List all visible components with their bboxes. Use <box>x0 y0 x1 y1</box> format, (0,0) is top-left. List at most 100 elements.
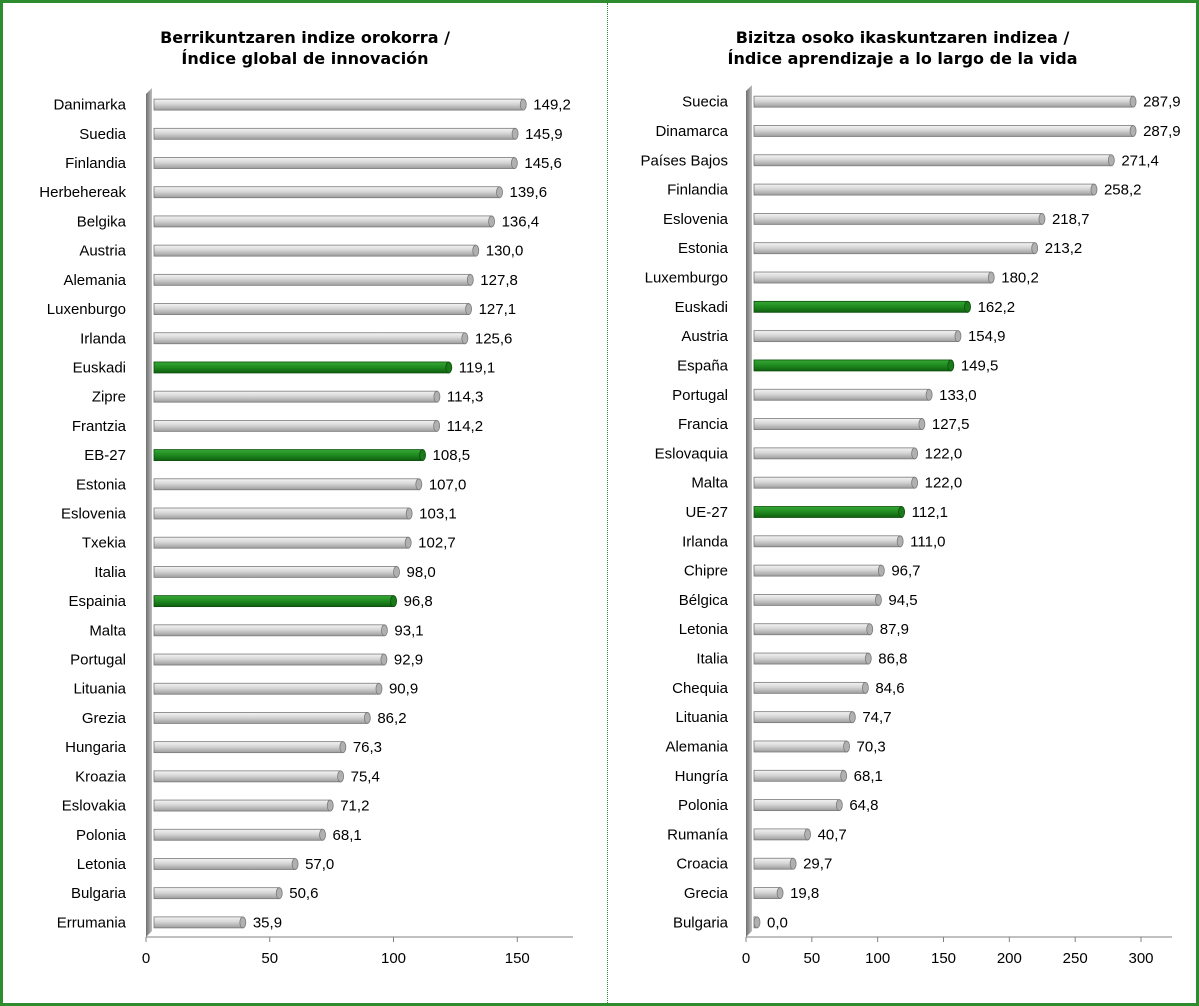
category-label: Suedia <box>79 126 126 143</box>
bar <box>753 535 901 548</box>
category-label: Italia <box>94 564 126 581</box>
category-label: Países Bajos <box>640 152 728 169</box>
bar-cap <box>911 447 919 460</box>
bar <box>753 740 847 753</box>
category-label: Eslovaquia <box>655 445 729 462</box>
value-label: 218,7 <box>1052 211 1090 228</box>
bar-cap <box>861 681 869 694</box>
value-label: 94,5 <box>888 592 917 609</box>
value-label: 213,2 <box>1045 240 1083 257</box>
category-label: Eslovenia <box>663 211 729 228</box>
chart-title-innovation-line1: Berrikuntzaren indize orokorra / <box>160 28 450 47</box>
bar-cap <box>319 828 326 841</box>
category-label: Euskadi <box>675 299 728 316</box>
value-label: 145,6 <box>524 155 562 172</box>
x-tick-label: 0 <box>142 950 150 967</box>
value-label: 258,2 <box>1104 182 1142 199</box>
category-label: Alemania <box>665 738 728 755</box>
category-label: Txekia <box>82 535 127 552</box>
bar <box>753 125 1134 137</box>
bar-cap <box>291 858 299 870</box>
category-label: Austria <box>79 243 126 260</box>
value-label: 271,4 <box>1121 152 1159 169</box>
x-tick-label: 100 <box>381 950 406 967</box>
bar-cap <box>875 594 882 606</box>
x-tick-label: 50 <box>803 950 820 967</box>
chart-title-innovation-line2: Índice global de innovación <box>181 49 429 68</box>
value-label: 75,4 <box>351 768 380 785</box>
bar-cap <box>510 157 518 169</box>
category-label: Eslovenia <box>61 506 127 523</box>
x-tick-label: 0 <box>742 950 750 967</box>
bar-cap <box>419 449 426 461</box>
value-label: 92,9 <box>394 652 423 669</box>
category-label: Hungaria <box>65 739 127 756</box>
value-label: 70,3 <box>857 738 886 755</box>
bar-cap <box>877 564 885 577</box>
value-label: 93,1 <box>394 622 423 639</box>
bar-cap <box>864 652 872 665</box>
bar <box>753 95 1134 108</box>
bar <box>753 594 879 606</box>
x-tick-label: 100 <box>865 950 890 967</box>
category-label: Chequia <box>672 680 729 697</box>
bar-cap <box>415 478 423 491</box>
category-label: Francia <box>678 416 729 433</box>
bar-cap <box>488 215 495 228</box>
bar <box>753 623 871 636</box>
category-label: Suecia <box>682 94 729 111</box>
value-label: 107,0 <box>429 476 467 493</box>
category-label: Lituania <box>73 681 126 698</box>
bar-cap <box>843 740 850 753</box>
value-label: 96,8 <box>404 593 433 610</box>
bar-cap <box>1129 125 1137 137</box>
category-label: Kroazia <box>75 768 127 785</box>
chart-title-lifelong-learning-line2: Índice aprendizaje a lo largo de la vida <box>727 49 1078 68</box>
bar <box>753 887 781 899</box>
bar-cap <box>866 623 874 636</box>
value-label: 86,2 <box>377 710 406 727</box>
category-label: Italia <box>696 651 728 668</box>
value-label: 50,6 <box>289 885 318 902</box>
category-label: Rumanía <box>667 826 729 843</box>
value-label: 108,5 <box>433 447 471 464</box>
x-tick-label: 300 <box>1128 950 1153 967</box>
bar-cap <box>239 916 247 929</box>
category-label: Chipre <box>684 563 728 580</box>
value-label: 68,1 <box>333 827 362 844</box>
bar-cap <box>947 359 955 372</box>
bar-cap <box>789 857 797 870</box>
value-label: 112,1 <box>912 504 948 521</box>
bar-cap <box>898 506 905 518</box>
value-label: 119,1 <box>459 359 495 376</box>
bar-cap <box>925 388 933 401</box>
bar-cap <box>1107 154 1115 167</box>
category-label: Irlanda <box>80 330 127 347</box>
value-label: 136,4 <box>502 213 540 230</box>
value-label: 19,8 <box>790 885 819 902</box>
value-label: 84,6 <box>875 680 904 697</box>
category-label: Portugal <box>672 387 728 404</box>
category-label: Bulgaria <box>71 885 127 902</box>
bar-highlighted <box>753 506 902 518</box>
bar-cap <box>381 624 388 637</box>
value-label: 149,2 <box>533 97 571 114</box>
category-label: Malta <box>691 475 728 492</box>
bar <box>753 183 1095 196</box>
bar-cap <box>496 186 503 199</box>
category-label: Euskadi <box>73 359 126 376</box>
value-label: 102,7 <box>418 535 456 552</box>
value-label: 35,9 <box>253 914 282 931</box>
category-label: EB-27 <box>84 447 126 464</box>
category-label: Polonia <box>678 797 729 814</box>
bar-cap <box>393 566 400 578</box>
chart-title-innovation: Berrikuntzaren indize orokorra / Índice … <box>60 27 550 69</box>
value-label: 130,0 <box>486 243 524 260</box>
bar <box>753 652 869 665</box>
value-label: 125,6 <box>475 330 513 347</box>
category-label: Herbehereak <box>39 184 126 201</box>
bar-cap <box>337 770 345 783</box>
bar-cap <box>445 361 453 374</box>
category-label: Polonia <box>76 827 127 844</box>
